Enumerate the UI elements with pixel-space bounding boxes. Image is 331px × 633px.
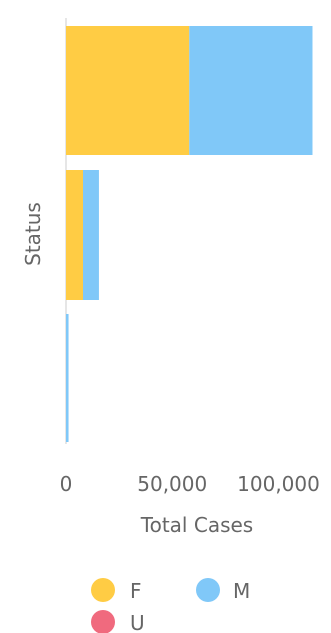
legend-label: F	[130, 579, 142, 603]
legend-item-u[interactable]: U	[91, 610, 145, 633]
legend-swatch	[91, 578, 115, 602]
y-axis-title: Status	[21, 202, 45, 266]
legend-swatch	[91, 610, 115, 633]
legend-item-m[interactable]: M	[196, 578, 250, 603]
bar-m-1[interactable]	[189, 26, 313, 155]
bar-m-2[interactable]	[83, 170, 99, 300]
legend-item-f[interactable]: F	[91, 578, 142, 603]
legend-swatch	[196, 578, 220, 602]
x-axis-ticks: 0 50,000 100,000	[60, 472, 320, 496]
x-tick-label: 50,000	[137, 472, 207, 496]
x-tick-label: 0	[60, 472, 73, 496]
bars	[66, 26, 313, 442]
bar-f-1[interactable]	[66, 26, 190, 155]
legend-label: U	[130, 611, 145, 633]
plot-area	[65, 18, 313, 444]
legend: F M U	[91, 578, 250, 633]
x-axis-title: Total Cases	[140, 513, 253, 537]
bar-m-3[interactable]	[66, 314, 69, 442]
legend-label: M	[233, 579, 250, 603]
x-tick-label: 100,000	[237, 472, 320, 496]
bar-f-2[interactable]	[66, 170, 83, 300]
